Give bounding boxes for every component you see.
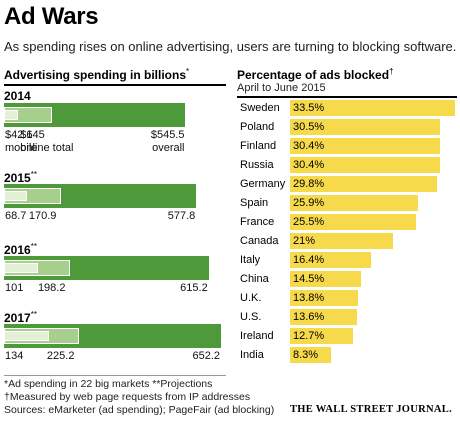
value-label: 30.5% bbox=[293, 121, 325, 133]
value-label: 8.3% bbox=[293, 349, 319, 361]
value-label: 13.6% bbox=[293, 311, 325, 323]
spending-panel-rule bbox=[4, 84, 226, 86]
country-label: India bbox=[240, 349, 264, 361]
year-label: 2015** bbox=[4, 170, 37, 185]
country-label: Sweden bbox=[240, 102, 280, 114]
country-label: Germany bbox=[240, 178, 286, 190]
bar-blocked bbox=[290, 233, 394, 249]
bar-blocked bbox=[290, 176, 437, 192]
label-overall: $545.5 overall bbox=[150, 129, 185, 154]
chart-subtitle: As spending rises on online advertising,… bbox=[4, 39, 457, 54]
label-online-total: 225.2 bbox=[46, 350, 75, 362]
label-online-total: 198.2 bbox=[37, 282, 66, 294]
country-label: Italy bbox=[240, 254, 261, 266]
value-label: 33.5% bbox=[293, 102, 325, 114]
value-label: 30.4% bbox=[293, 159, 325, 171]
bar-mobile bbox=[4, 263, 38, 273]
label-overall: 652.2 bbox=[192, 350, 220, 362]
year-label: 2017** bbox=[4, 310, 37, 325]
footnote-blocking: †Measured by web page requests from IP a… bbox=[4, 391, 251, 403]
blocked-panel-title: Percentage of ads blocked† bbox=[237, 67, 394, 82]
bar-blocked bbox=[290, 328, 353, 344]
label-mobile: 68.7 bbox=[5, 210, 27, 222]
bar-blocked bbox=[290, 138, 440, 154]
country-label: France bbox=[240, 216, 275, 228]
bar-blocked bbox=[290, 271, 362, 287]
year-label: 2014 bbox=[4, 89, 31, 103]
country-label: Canada bbox=[240, 235, 279, 247]
label-mobile: 134 bbox=[5, 350, 24, 362]
label-overall: 615.2 bbox=[180, 282, 208, 294]
bar-blocked bbox=[290, 119, 441, 135]
bar-mobile bbox=[4, 191, 27, 201]
value-label: 13.8% bbox=[293, 292, 325, 304]
value-label: 30.4% bbox=[293, 140, 325, 152]
footnote-spending: *Ad spending in 22 big markets **Project… bbox=[4, 378, 213, 390]
country-label: Spain bbox=[240, 197, 269, 209]
country-label: U.K. bbox=[240, 292, 262, 304]
country-label: Ireland bbox=[240, 330, 274, 342]
value-label: 12.7% bbox=[293, 330, 325, 342]
label-overall: 577.8 bbox=[167, 210, 196, 222]
bar-blocked bbox=[290, 195, 418, 211]
bar-mobile bbox=[4, 110, 19, 120]
country-label: U.S. bbox=[240, 311, 262, 323]
country-label: Poland bbox=[240, 121, 275, 133]
series-label: mobile bbox=[5, 142, 38, 154]
series-label: online total bbox=[20, 142, 74, 154]
blocked-panel-rule bbox=[237, 96, 457, 98]
bar-mobile bbox=[4, 331, 49, 341]
bar-blocked bbox=[290, 157, 440, 173]
value-label: 16.4% bbox=[293, 254, 325, 266]
series-label: overall bbox=[152, 142, 185, 154]
value-label: 29.8% bbox=[293, 178, 325, 190]
country-label: Russia bbox=[240, 159, 274, 171]
value-label: 21% bbox=[293, 235, 316, 247]
label-mobile: $42.6 mobile bbox=[5, 129, 38, 154]
bar-blocked bbox=[290, 309, 357, 325]
bar-blocked bbox=[290, 290, 358, 306]
label-online-total: 170.9 bbox=[28, 210, 57, 222]
bar-blocked bbox=[290, 252, 371, 268]
blocked-panel-subtitle: April to June 2015 bbox=[237, 82, 326, 94]
value-label: 25.5% bbox=[293, 216, 325, 228]
label-mobile: 101 bbox=[5, 282, 24, 294]
bar-blocked bbox=[290, 214, 416, 230]
label-online-total: $145 online total bbox=[20, 129, 74, 154]
bar-blocked bbox=[290, 100, 455, 116]
bar-blocked bbox=[290, 347, 331, 363]
footnote-rule bbox=[4, 375, 226, 376]
value-label: 14.5% bbox=[293, 273, 325, 285]
country-label: China bbox=[240, 273, 269, 285]
footnote-sources: Sources: eMarketer (ad spending); PageFa… bbox=[4, 404, 275, 416]
publisher-logo: THE WALL STREET JOURNAL. bbox=[289, 404, 452, 415]
year-label: 2016** bbox=[4, 242, 37, 257]
spending-panel-title: Advertising spending in billions* bbox=[4, 67, 190, 82]
chart-title: Ad Wars bbox=[4, 3, 99, 30]
country-label: Finland bbox=[240, 140, 277, 152]
value-label: 25.9% bbox=[293, 197, 325, 209]
